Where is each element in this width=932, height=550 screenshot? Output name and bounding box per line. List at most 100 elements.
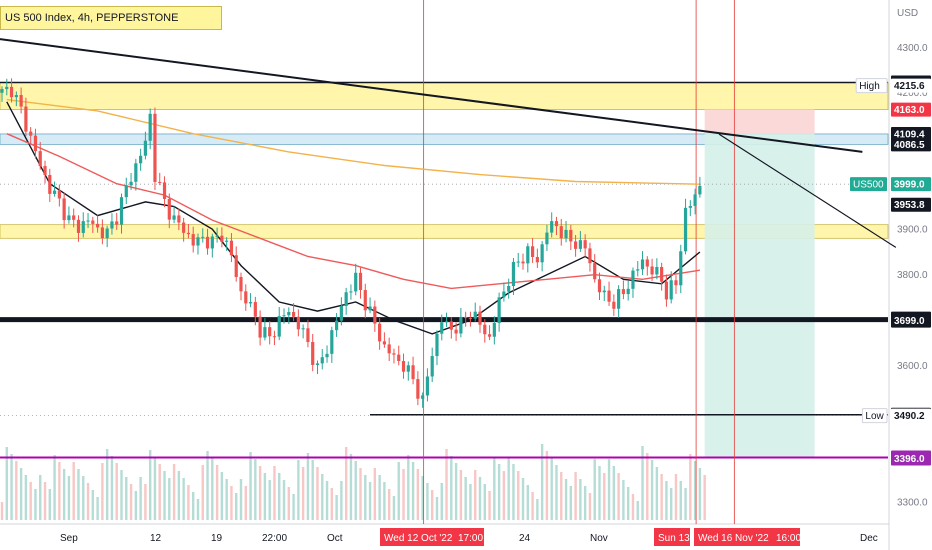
candle-body	[306, 328, 310, 343]
volume-bar	[129, 484, 133, 520]
volume-bar	[636, 501, 639, 520]
volume-bar	[182, 478, 185, 520]
volume-bar	[273, 466, 276, 520]
candle-body	[583, 240, 587, 249]
volume-bar	[450, 456, 453, 520]
candle-body	[597, 279, 602, 293]
price-label-value: 3396.0	[894, 454, 925, 465]
volume-bar	[459, 470, 463, 520]
volume-bar	[464, 477, 467, 520]
time-highlight-label: Wed 16 Nov '22	[698, 533, 769, 544]
volume-bar	[521, 478, 525, 520]
volume-bar	[292, 494, 295, 520]
volume-bar	[397, 462, 400, 520]
trendline	[718, 133, 897, 248]
candle-body	[272, 336, 277, 338]
volume-bar	[258, 466, 262, 520]
volume-bar	[402, 469, 405, 520]
volume-bar	[39, 475, 42, 520]
candle-body	[640, 259, 645, 270]
volume-bar	[287, 487, 290, 520]
candle-body	[81, 221, 85, 233]
volume-bar	[211, 458, 214, 520]
candle-body	[650, 266, 654, 275]
time-highlight-label: 17:00	[458, 533, 483, 544]
volume-bar	[239, 479, 243, 520]
time-highlight-label: Sun 13	[658, 533, 690, 544]
candle-body	[100, 227, 104, 239]
candle-body	[167, 198, 171, 220]
candle-body	[52, 190, 57, 194]
volume-bar	[192, 492, 195, 520]
time-tick-label: 19	[211, 533, 223, 544]
volume-bar	[655, 467, 659, 520]
candle-body	[559, 226, 563, 239]
candle-body	[105, 228, 109, 239]
volume-bar	[603, 473, 606, 520]
volume-bar	[125, 477, 128, 520]
candles	[0, 78, 702, 408]
price-label-box	[891, 78, 931, 93]
candle-body	[205, 236, 210, 249]
volume-bar	[674, 474, 678, 520]
candle-body	[0, 89, 4, 93]
price-label-value: 4215.6	[894, 81, 925, 92]
candle-body	[349, 291, 353, 293]
volume-bar	[144, 484, 147, 520]
candle-body	[320, 357, 324, 364]
candle-body	[464, 316, 468, 319]
candle-body	[516, 261, 520, 263]
candle-body	[134, 163, 138, 182]
time-tick-label: Oct	[327, 533, 343, 544]
volume-bar	[483, 484, 486, 520]
candle-body	[430, 356, 434, 377]
candle-body	[57, 190, 61, 199]
candle-body	[578, 240, 582, 249]
volume-bar	[67, 476, 71, 520]
volume-bar	[158, 464, 161, 520]
candle-body	[406, 365, 410, 372]
volume-bar	[368, 482, 372, 520]
price-label-tag: High	[859, 81, 880, 92]
candle-body	[354, 272, 358, 292]
candle-body	[177, 215, 181, 223]
price-label-box	[891, 451, 931, 466]
volume-bar	[445, 449, 448, 520]
volume-bar	[244, 486, 247, 520]
candle-body	[588, 248, 592, 264]
volume-bar	[0, 502, 4, 520]
moving-average-line	[6, 98, 700, 185]
volume-bar	[72, 462, 75, 520]
volume-bar	[364, 475, 367, 520]
candle-body	[296, 316, 300, 330]
candle-body	[363, 290, 367, 311]
candle-body	[72, 215, 76, 220]
price-label-box	[891, 137, 931, 152]
volume-bar	[34, 489, 37, 520]
price-tick-label: 3600.0	[897, 361, 928, 372]
time-highlight-box	[772, 528, 800, 546]
volume-bar	[641, 446, 644, 520]
candle-body	[574, 241, 578, 249]
volume-bar	[349, 454, 353, 520]
candle-body	[182, 222, 186, 233]
volume-bar	[110, 456, 114, 520]
candle-body	[468, 318, 473, 320]
candle-body	[540, 244, 544, 263]
volume-bar	[311, 460, 314, 520]
volume-bar	[168, 478, 171, 520]
candle-body	[339, 305, 343, 321]
candle-body	[397, 354, 401, 361]
candle-body	[268, 327, 272, 337]
candle-body	[301, 328, 305, 330]
volume-bar	[249, 452, 252, 520]
candle-body	[444, 321, 449, 323]
candle-body	[459, 316, 463, 334]
volume-bar	[588, 493, 592, 520]
candle-body	[416, 379, 420, 399]
volume-bar	[431, 490, 434, 520]
volume-bar	[29, 482, 32, 520]
volume-bar	[646, 453, 649, 520]
